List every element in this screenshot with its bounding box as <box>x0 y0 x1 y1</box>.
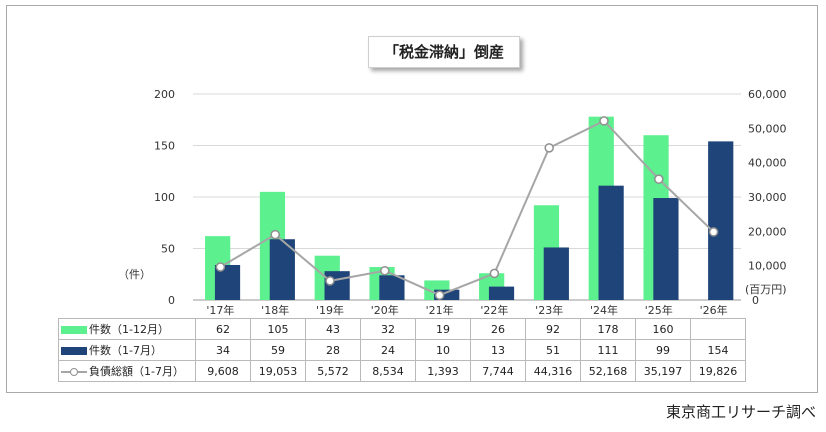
bar-jan-jul <box>708 141 734 300</box>
y-tick-label-right: 20,000 <box>748 225 787 238</box>
debt-line <box>219 119 715 297</box>
debt-point <box>380 265 390 276</box>
table-cell: 44,316 <box>525 360 581 382</box>
table-cell: 19,826 <box>690 360 746 382</box>
debt-point <box>215 262 226 272</box>
legend-entry-annual: 件数（1-12月） <box>58 318 196 340</box>
table-cell: 19 <box>415 318 471 340</box>
table-cell: 9,608 <box>195 360 251 382</box>
table-row-debt: 負債総額（1-7月） 9,608 19,053 5,572 8,534 1,39… <box>58 360 746 382</box>
debt-point <box>434 290 445 300</box>
table-cell: 99 <box>635 339 691 361</box>
table-cell: 59 <box>250 339 306 361</box>
y-tick-label-right: 0 <box>752 294 759 307</box>
debt-point <box>708 227 719 237</box>
table-cell: 160 <box>635 318 691 340</box>
table-cell: 26 <box>470 318 526 340</box>
legend-label: 件数（1-7月） <box>89 344 162 357</box>
x-tick-label: '22年 <box>480 303 508 317</box>
table-cell: 43 <box>305 318 361 340</box>
table-row-jan-jul: 件数（1-7月） 34 59 28 24 10 13 51 111 99 154 <box>58 339 746 361</box>
legend-swatch-green <box>61 326 87 334</box>
table-cell: 1,393 <box>415 360 471 382</box>
table-cell: 51 <box>525 339 581 361</box>
table-cell: 10 <box>415 339 471 361</box>
table-row-annual: 件数（1-12月） 62 105 43 32 19 26 92 178 160 <box>58 318 746 340</box>
x-tick-label: '20年 <box>371 303 399 317</box>
debt-point <box>270 229 280 240</box>
table-cell: 13 <box>470 339 526 361</box>
table-cell: 105 <box>250 318 306 340</box>
y-tick-label-right: 50,000 <box>748 122 787 135</box>
table-cell: 178 <box>580 318 636 340</box>
table-cell: 24 <box>360 339 416 361</box>
y-axis-label-right: (百万円) <box>745 283 787 296</box>
y-tick-label-right: 40,000 <box>748 157 787 170</box>
x-tick-label: '24年 <box>590 303 618 317</box>
table-cell <box>690 318 746 340</box>
y-tick-label-right: 60,000 <box>748 88 787 101</box>
x-tick-label: '26年 <box>700 303 728 317</box>
bar-jan-jul <box>324 271 350 300</box>
bar-jan-jul <box>598 185 624 300</box>
bar-jan-jul <box>434 289 460 300</box>
y-tick-label-left: 150 <box>154 140 175 153</box>
bar-jan-jul <box>488 286 515 300</box>
legend-entry-debt: 負債総額（1-7月） <box>58 360 196 382</box>
table-cell: 34 <box>195 339 251 361</box>
debt-point <box>489 268 500 279</box>
bar-jan-jul <box>269 239 295 300</box>
table-cell: 35,197 <box>635 360 691 382</box>
bar-jan-jul <box>379 275 405 300</box>
x-tick-label: '18年 <box>261 303 289 317</box>
table-cell: 111 <box>580 339 636 361</box>
table-cell: 5,572 <box>305 360 361 382</box>
bar-jan-jul <box>653 198 679 300</box>
x-tick-label: '19年 <box>316 303 344 317</box>
debt-point <box>325 276 335 286</box>
legend-entry-jan-jul: 件数（1-7月） <box>58 339 196 361</box>
table-cell: 52,168 <box>580 360 636 382</box>
table-cell: 19,053 <box>250 360 306 382</box>
table-cell: 154 <box>690 339 746 361</box>
legend-swatch-line <box>61 367 87 377</box>
y-tick-label-left: 200 <box>154 88 175 101</box>
y-tick-label-right: 10,000 <box>748 260 787 273</box>
table-cell: 32 <box>360 318 416 340</box>
table-cell: 8,534 <box>360 360 416 382</box>
bar-jan-jul <box>543 247 569 300</box>
x-tick-label: '17年 <box>206 303 234 317</box>
table-cell: 92 <box>525 318 581 340</box>
chart-title: 「税金滞納」倒産 <box>368 36 520 68</box>
legend-label: 件数（1-12月） <box>89 323 169 336</box>
x-tick-label: '21年 <box>426 303 454 317</box>
legend-swatch-navy <box>61 347 87 355</box>
y-tick-label-left: 100 <box>154 191 175 204</box>
legend-label: 負債総額（1-7月） <box>89 365 184 378</box>
source-note: 東京商工リサーチ調べ <box>665 403 816 421</box>
y-tick-label-left: 0 <box>168 294 175 307</box>
y-axis-label-left: （件） <box>118 268 151 281</box>
x-tick-label: '23年 <box>535 303 563 317</box>
x-tick-label: '25年 <box>645 303 673 317</box>
table-cell: 62 <box>195 318 251 340</box>
y-tick-label-left: 50 <box>161 243 175 256</box>
debt-point <box>599 116 609 126</box>
debt-point <box>544 143 554 153</box>
debt-point <box>654 174 664 184</box>
table-cell: 7,744 <box>470 360 526 382</box>
data-table: 件数（1-12月） 62 105 43 32 19 26 92 178 160 … <box>58 318 746 382</box>
table-cell: 28 <box>305 339 361 361</box>
y-tick-label-right: 30,000 <box>748 191 787 204</box>
